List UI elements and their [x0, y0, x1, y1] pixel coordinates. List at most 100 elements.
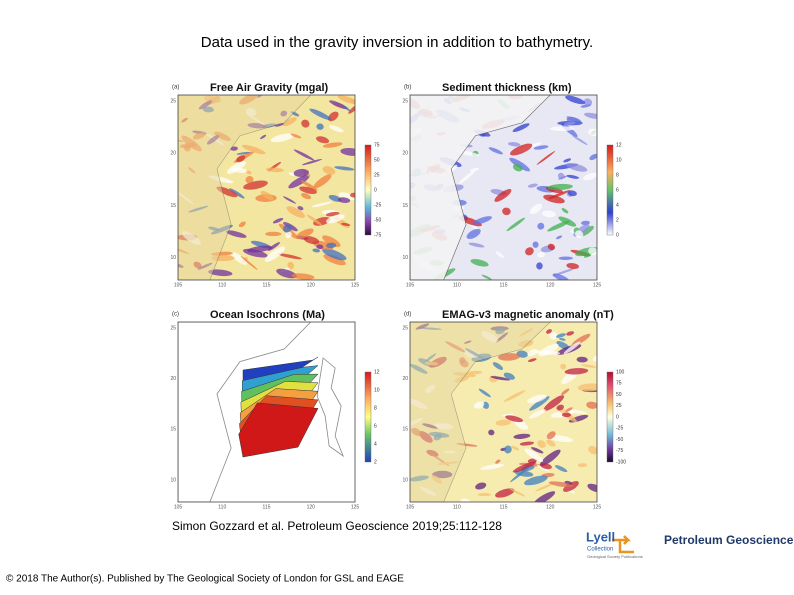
anomaly: [293, 149, 315, 161]
anomaly: [534, 350, 561, 355]
colorbar-label: 75: [374, 142, 380, 148]
anomaly: [506, 217, 526, 232]
lon-label: 125: [351, 504, 360, 510]
colorbar-label: 6: [616, 187, 619, 193]
anomaly: [559, 337, 566, 341]
anomaly: [477, 493, 491, 497]
anomaly: [478, 388, 491, 398]
anomaly: [536, 150, 556, 165]
panel-title: EMAG-v3 magnetic anomaly (nT): [442, 309, 614, 321]
anomaly: [513, 433, 531, 439]
anomaly: [588, 445, 597, 455]
panel-label: (d): [404, 312, 411, 318]
anomaly: [527, 358, 537, 362]
anomaly: [312, 248, 321, 253]
colorbar-label: 25: [616, 403, 622, 409]
anomaly: [547, 243, 556, 251]
anomaly: [340, 222, 351, 227]
anomaly: [512, 164, 523, 172]
anomaly: [536, 262, 543, 270]
anomaly: [564, 368, 589, 375]
anomaly: [535, 483, 554, 492]
anomaly: [519, 441, 535, 446]
anomaly: [313, 174, 332, 189]
colorbar-label: -25: [374, 202, 381, 208]
colorbar-label: 8: [616, 172, 619, 178]
lon-label: 120: [307, 504, 316, 510]
lon-label: 115: [263, 504, 271, 510]
colorbar-label: 75: [616, 381, 622, 387]
anomaly: [555, 333, 566, 338]
anomaly: [547, 183, 573, 191]
logo-journal: Petroleum Geoscience: [664, 533, 794, 547]
anomaly: [556, 235, 563, 240]
anomaly: [497, 353, 521, 361]
anomaly: [509, 143, 533, 156]
lat-label: 20: [402, 151, 408, 157]
colorbar-label: 0: [616, 232, 619, 238]
lon-label: 105: [174, 282, 183, 288]
anomaly: [543, 194, 565, 204]
anomaly: [566, 262, 579, 270]
anomaly: [472, 216, 492, 225]
anomaly: [238, 221, 246, 228]
anomaly: [277, 253, 302, 260]
anomaly: [566, 162, 588, 172]
lon-label: 115: [500, 282, 508, 288]
anomaly: [342, 105, 351, 112]
anomaly: [592, 355, 597, 362]
lat-label: 15: [402, 203, 408, 209]
anomaly: [588, 247, 597, 256]
anomaly: [563, 341, 581, 355]
anomaly: [495, 251, 505, 259]
anomaly: [577, 383, 597, 392]
anomaly: [240, 255, 258, 271]
land: [410, 322, 551, 502]
anomaly: [306, 214, 323, 226]
anomaly: [295, 228, 314, 240]
colorbar-label: 0: [616, 414, 619, 420]
colorbar: [364, 371, 372, 463]
anomaly: [316, 123, 324, 130]
anomaly: [337, 197, 351, 204]
lat-label: 10: [402, 477, 408, 483]
anomaly: [265, 167, 284, 173]
anomaly: [226, 160, 247, 174]
colorbar-label: 10: [616, 157, 622, 163]
anomaly: [326, 214, 345, 224]
anomaly: [247, 245, 273, 253]
anomaly: [529, 203, 543, 215]
anomaly: [503, 372, 515, 380]
anomaly: [583, 98, 593, 106]
anomaly: [537, 252, 546, 258]
anomaly: [527, 183, 538, 188]
anomaly: [286, 206, 305, 218]
anomaly: [524, 448, 544, 463]
anomaly: [561, 412, 572, 418]
panel-label: (b): [404, 85, 411, 91]
anomaly: [468, 242, 485, 248]
anomaly: [208, 269, 233, 277]
anomaly: [490, 376, 510, 381]
anomaly: [540, 463, 552, 470]
anomaly: [340, 148, 355, 156]
map: [410, 95, 597, 280]
land: [178, 95, 312, 280]
copyright: © 2018 The Author(s). Published by The G…: [6, 574, 404, 585]
anomaly: [536, 464, 550, 472]
colorbar-label: 4: [374, 441, 377, 447]
anomaly: [230, 146, 238, 151]
coastline: [316, 357, 345, 458]
lon-label: 110: [218, 282, 226, 288]
anomaly: [348, 104, 355, 114]
anomaly: [567, 190, 577, 197]
lon-label: 110: [453, 504, 461, 510]
anomaly: [287, 261, 295, 270]
logo-lyell: Lyell: [586, 529, 615, 544]
anomaly: [270, 133, 294, 143]
anomaly: [494, 188, 512, 202]
map-frame: [409, 94, 598, 281]
anomaly: [549, 332, 558, 340]
colorbar-label: 0: [374, 187, 377, 193]
anomaly: [290, 133, 302, 139]
